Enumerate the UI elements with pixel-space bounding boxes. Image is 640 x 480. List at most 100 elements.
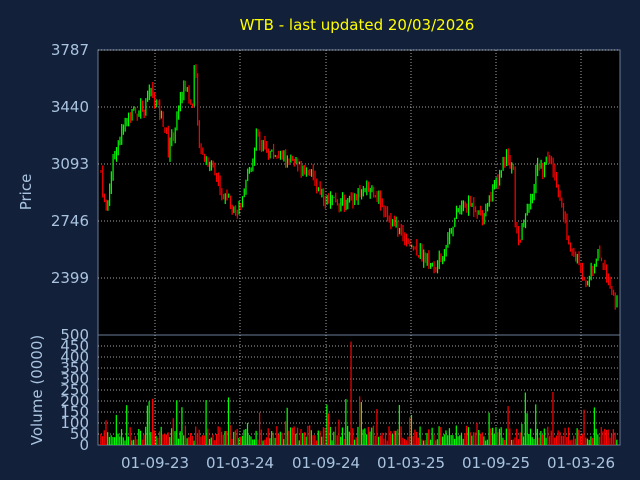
volume-bar — [485, 440, 487, 445]
volume-bar — [236, 428, 238, 445]
volume-bar — [490, 428, 492, 445]
volume-bar — [108, 437, 111, 445]
volume-bar — [246, 422, 249, 445]
volume-bar — [274, 437, 276, 445]
volume-bar — [321, 436, 323, 445]
volume-bar — [391, 434, 394, 445]
volume-bar — [493, 434, 495, 445]
volume-bar — [291, 427, 293, 445]
volume-bar — [560, 435, 563, 445]
volume-bar — [207, 428, 209, 445]
volume-bar — [426, 432, 428, 445]
volume-bar — [616, 439, 618, 445]
volume-bar — [543, 428, 545, 445]
volume-bar — [265, 437, 268, 445]
volume-bar — [460, 432, 463, 445]
volume-y-tick-label: 0 — [79, 436, 89, 454]
volume-bars — [100, 341, 618, 445]
volume-bar — [333, 431, 335, 445]
volume-bar — [345, 399, 347, 445]
volume-bar — [136, 439, 138, 445]
volume-bar — [160, 426, 162, 445]
volume-bar — [376, 408, 378, 445]
volume-bar — [372, 425, 375, 445]
volume-bar — [271, 431, 273, 445]
volume-bar — [248, 435, 250, 445]
volume-bar — [388, 426, 390, 445]
volume-bar — [419, 426, 421, 445]
volume-bar — [414, 429, 416, 445]
volume-bar — [145, 426, 147, 445]
volume-bar — [472, 432, 475, 445]
volume-bar — [547, 426, 549, 445]
volume-bar — [122, 437, 124, 445]
x-tick-label: 01-03-26 — [547, 454, 615, 472]
volume-bar — [416, 431, 418, 445]
volume-bar — [597, 434, 599, 445]
volume-bar — [410, 414, 413, 445]
volume-bar — [434, 440, 437, 445]
volume-bar — [105, 420, 107, 445]
volume-bar — [438, 426, 440, 445]
volume-bar — [253, 439, 256, 445]
volume-bar — [146, 405, 149, 445]
volume-bar — [447, 435, 449, 445]
volume-bar — [441, 436, 444, 445]
volume-bar — [262, 440, 264, 445]
volume-bar — [517, 439, 520, 445]
volume-bar — [424, 440, 426, 445]
volume-bar — [293, 426, 295, 445]
volume-bar — [495, 427, 497, 445]
volume-y-tick-label: 150 — [60, 403, 89, 421]
volume-bar — [364, 428, 366, 445]
volume-bar — [367, 426, 369, 445]
volume-bar — [585, 437, 587, 445]
volume-bar — [436, 439, 438, 445]
volume-bar — [195, 426, 197, 445]
volume-bar — [403, 438, 406, 445]
volume-bar — [541, 434, 544, 445]
volume-bar — [279, 431, 281, 445]
volume-bar — [170, 428, 173, 445]
volume-bar — [221, 431, 223, 445]
volume-bar — [302, 433, 304, 445]
volume-bar — [234, 430, 237, 445]
volume-bar — [103, 430, 105, 445]
volume-bar — [571, 439, 573, 445]
volume-bar — [138, 428, 140, 445]
volume-bar — [107, 432, 109, 445]
volume-bar — [514, 437, 516, 445]
price-y-tick-label: 3440 — [51, 98, 89, 116]
volume-bar — [151, 398, 154, 445]
volume-bar — [143, 434, 145, 445]
price-y-tick-label: 3787 — [51, 41, 89, 59]
volume-bar — [296, 427, 299, 445]
x-tick-label: 01-09-25 — [462, 454, 530, 472]
volume-bar — [569, 440, 571, 445]
price-plot-area — [97, 49, 621, 336]
volume-bar — [448, 428, 451, 445]
volume-bar — [545, 437, 547, 445]
volume-bar — [193, 440, 195, 445]
volume-bar — [357, 426, 359, 445]
volume-bar — [200, 436, 202, 445]
volume-bar — [450, 435, 452, 445]
volume-bar — [476, 422, 478, 445]
volume-bar — [322, 427, 325, 445]
volume-bar — [131, 440, 133, 445]
volume-y-tick-label: 350 — [60, 359, 89, 377]
volume-bar — [507, 406, 509, 445]
volume-bar — [239, 436, 242, 445]
volume-bar — [331, 440, 333, 445]
volume-bar — [374, 435, 376, 445]
volume-bar — [538, 437, 540, 445]
volume-bar — [317, 430, 319, 445]
volume-bar — [516, 428, 518, 445]
volume-bar — [379, 435, 381, 445]
volume-bar — [222, 434, 224, 445]
volume-bar — [255, 430, 257, 445]
volume-bar — [497, 432, 499, 445]
volume-bar — [212, 434, 214, 445]
volume-bar — [208, 438, 211, 445]
volume-bar — [126, 405, 128, 445]
